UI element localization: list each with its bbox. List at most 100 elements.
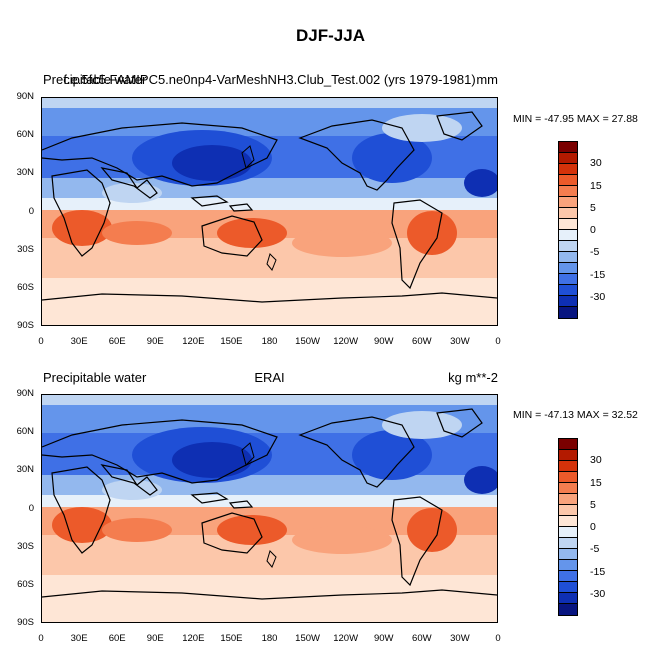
colorbar-label: 15 <box>590 179 602 192</box>
coastline <box>391 496 443 587</box>
coastline <box>436 111 483 141</box>
colorbar-swatch <box>559 186 577 197</box>
colorbar-swatch <box>559 461 577 472</box>
colorbar-swatch <box>559 219 577 230</box>
contour-fill <box>102 221 172 245</box>
colorbar-swatch <box>559 571 577 582</box>
coastline <box>100 464 158 496</box>
colorbar-swatch <box>559 285 577 296</box>
colorbar-label: -30 <box>590 290 606 303</box>
colorbar-swatch <box>559 483 577 494</box>
colorbar-swatch <box>559 164 577 175</box>
colorbar-label: 0 <box>590 224 596 236</box>
contour-fill <box>172 442 252 478</box>
lon-tick-label: 0 <box>38 633 44 644</box>
contour-fill <box>407 508 457 552</box>
contour-fill <box>464 169 497 197</box>
colorbar-swatch <box>559 549 577 560</box>
panel-center-label: ERAI <box>254 370 285 385</box>
map-plot <box>41 394 498 623</box>
lon-tick-label: 150W <box>295 336 320 347</box>
lon-tick-label: 90E <box>146 633 164 644</box>
min-max-label: MIN = -47.13 MAX = 32.52 <box>513 409 638 421</box>
lon-tick-label: 120W <box>333 336 359 347</box>
coastline <box>436 408 483 438</box>
lat-tick-label: 90N <box>16 91 34 102</box>
colorbar <box>558 141 578 319</box>
colorbar-swatch <box>559 263 577 274</box>
contour-fill <box>292 526 392 554</box>
contour-fill <box>42 395 497 405</box>
lon-tick-label: 0 <box>38 336 44 347</box>
lon-tick-label: 120W <box>333 633 359 644</box>
lat-tick-label: 60N <box>16 129 34 141</box>
lat-tick-label: 0 <box>28 502 34 514</box>
colorbar-swatch <box>559 175 577 186</box>
colorbar-swatch <box>559 538 577 549</box>
lon-tick-label: 60E <box>108 633 126 644</box>
colorbar-swatch <box>559 582 577 593</box>
lon-tick-label: 30W <box>450 336 470 347</box>
contour-fill <box>464 466 497 494</box>
coastline <box>42 589 497 600</box>
figure-title: DJF-JJA <box>296 26 365 45</box>
coastline <box>190 492 229 504</box>
coastline <box>228 500 254 509</box>
contour-fill <box>42 495 497 507</box>
contour-fill <box>382 411 462 439</box>
colorbar-label: 0 <box>590 521 596 533</box>
contour-fill <box>42 198 497 210</box>
lon-tick-label: 90W <box>373 336 394 347</box>
colorbar-swatch <box>559 505 577 516</box>
lon-tick-label: 0 <box>495 633 501 644</box>
lat-tick-label: 0 <box>28 205 34 217</box>
coastline <box>201 512 263 554</box>
colorbar-swatch <box>559 450 577 461</box>
lon-tick-label: 180 <box>261 633 278 644</box>
lon-tick-label: 150E <box>220 633 243 644</box>
colorbar-swatch <box>559 494 577 505</box>
contour-fill <box>217 515 287 545</box>
contour-fill <box>217 218 287 248</box>
contour-fill <box>52 210 112 246</box>
lat-tick-label: 30S <box>17 540 34 552</box>
lon-tick-label: 30E <box>70 336 88 347</box>
lon-tick-label: 120E <box>182 336 205 347</box>
colorbar-label: -5 <box>590 246 600 259</box>
map-plot <box>41 97 498 326</box>
contour-fill <box>102 480 162 500</box>
coastline <box>298 119 415 191</box>
coastline <box>266 253 277 271</box>
colorbar <box>558 438 578 616</box>
coastline <box>42 122 278 187</box>
colorbar-swatch <box>559 142 577 153</box>
coastline <box>391 199 443 290</box>
lat-tick-label: 90S <box>17 617 34 628</box>
coastline <box>100 167 158 199</box>
colorbar-swatch <box>559 208 577 219</box>
lon-tick-label: 0 <box>495 336 501 347</box>
contour-fill <box>42 98 497 108</box>
colorbar-label: 5 <box>590 498 596 511</box>
panel-center-label: f.e.5fc5.FAMIPC5.ne0np4-VarMeshNH3.Club_… <box>63 72 476 87</box>
colorbar-label: -15 <box>590 268 606 281</box>
lon-tick-label: 30W <box>450 633 470 644</box>
lon-tick-label: 120E <box>182 633 205 644</box>
lat-tick-label: 30N <box>16 464 34 476</box>
coastline <box>241 442 255 466</box>
contour-fill <box>102 183 162 203</box>
lon-tick-label: 60W <box>412 336 432 347</box>
coastline <box>266 550 277 568</box>
lon-tick-label: 30E <box>70 633 88 644</box>
coastline <box>42 419 278 484</box>
lon-tick-label: 60W <box>412 633 432 644</box>
coastline <box>42 292 497 303</box>
lon-tick-label: 150W <box>295 633 320 644</box>
colorbar-swatch <box>559 560 577 571</box>
coastline <box>241 145 255 169</box>
precipitable-water-map <box>42 98 497 325</box>
contour-fill <box>407 211 457 255</box>
colorbar-label: -5 <box>590 543 600 556</box>
lat-tick-label: 90S <box>17 320 34 331</box>
colorbar-label: 5 <box>590 201 596 214</box>
